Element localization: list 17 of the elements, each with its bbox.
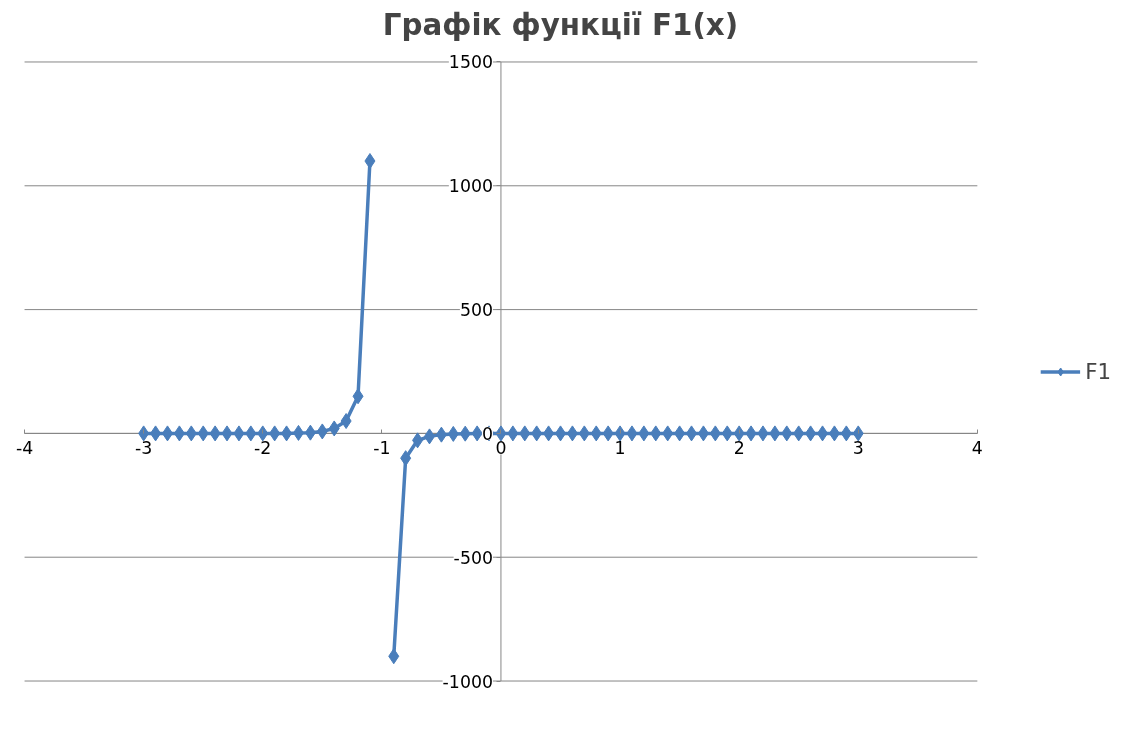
x-tick-label: 0 [495, 438, 507, 459]
y-tick-label: -500 [453, 547, 493, 568]
y-tick-label: 500 [459, 300, 493, 321]
y-tick-label: 0 [481, 423, 493, 444]
x-tick-label: -2 [254, 438, 272, 459]
y-tick-label: 1500 [448, 52, 493, 73]
chart-title: Графік функції F1(x) [382, 7, 739, 42]
x-tick-label: -4 [15, 438, 34, 459]
x-tick-label: -1 [373, 438, 391, 459]
x-tick-label: 2 [733, 438, 745, 459]
x-tick-label: -3 [135, 438, 153, 459]
x-tick-label: 3 [852, 438, 864, 459]
x-tick-label: 4 [971, 438, 983, 459]
legend-label: F1 [1085, 358, 1111, 384]
y-tick-label: 1000 [448, 176, 493, 197]
y-tick-label: -1000 [442, 671, 493, 692]
x-tick-label: 1 [614, 438, 626, 459]
